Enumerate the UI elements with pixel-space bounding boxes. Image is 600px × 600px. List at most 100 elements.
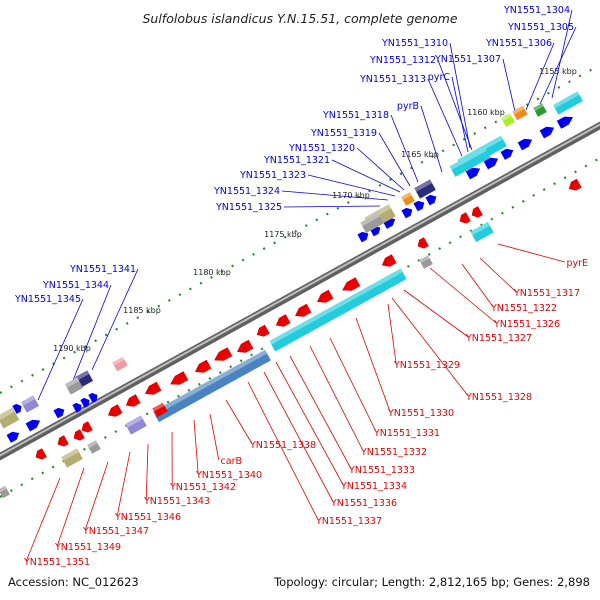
gene-label-yn1551-1349: YN1551_1349 (54, 542, 121, 553)
connector-yn1551-1319 (378, 132, 411, 187)
gene-block (112, 356, 128, 372)
gene-label-pyrc: pyrC (428, 72, 451, 83)
gene-label-yn1551-1332: YN1551_1332 (360, 447, 427, 458)
gene-block (449, 147, 491, 177)
connector-yn1551-1333 (289, 355, 352, 470)
connector-yn1551-1313 (427, 78, 463, 157)
connector-yn1551-1340 (193, 419, 199, 475)
connector-yn1551-1323 (307, 174, 396, 197)
gene-arrow (381, 254, 397, 267)
connector-yn1551-1321 (331, 159, 401, 193)
gene-label-yn1551-1333: YN1551_1333 (348, 465, 415, 476)
gene-arrow (214, 347, 233, 361)
connector-yn1551-1334 (275, 361, 344, 486)
connector-yn1551-1307 (502, 58, 517, 117)
gene-block (0, 407, 20, 429)
gene-block (152, 402, 168, 418)
gene-label-pyre: pyrE (566, 258, 588, 269)
scale-label: 1175 kbp (264, 230, 302, 239)
connector-yn1551-1328 (391, 297, 469, 397)
gene-label-yn1551-1345: YN1551_1345 (14, 294, 81, 305)
gene-label-yn1551-1323: YN1551_1323 (239, 170, 306, 181)
gene-label-yn1551-1347: YN1551_1347 (82, 526, 149, 537)
gene-label-yn1551-1351: YN1551_1351 (23, 557, 90, 568)
gene-arrow (342, 277, 361, 291)
gene-arrow (35, 448, 47, 460)
gene-block (414, 179, 436, 199)
gene-label-yn1551-1346: YN1551_1346 (114, 512, 181, 523)
gene-arrow (294, 303, 312, 317)
gene-arrow (107, 404, 123, 417)
gene-block (501, 113, 515, 127)
gene-arrow (539, 126, 555, 139)
gene-label-yn1551-1327: YN1551_1327 (465, 333, 532, 344)
connector-yn1551-1346 (116, 451, 131, 517)
gene-arrow (517, 138, 533, 151)
gene-arrow (401, 207, 413, 219)
gene-label-yn1551-1322: YN1551_1322 (490, 303, 557, 314)
connector-yn1551-1317 (479, 257, 517, 293)
connector-yn1551-1345 (37, 298, 84, 401)
connector-yn1551-1329 (387, 303, 397, 365)
connector-yn1551-1324 (281, 190, 389, 201)
connector-yn1551-1331 (329, 337, 377, 433)
gene-arrow (413, 200, 425, 212)
gene-block (360, 212, 384, 234)
gene-block (512, 105, 528, 121)
scale-label: 1170 kbp (332, 191, 370, 200)
gene-arrow (483, 157, 499, 170)
gene-arrow (357, 231, 369, 243)
connector-yn1551-1332 (309, 345, 364, 452)
gene-label-yn1551-1307: YN1551_1307 (434, 54, 501, 65)
connector-yn1551-1306 (525, 42, 555, 111)
gene-label-yn1551-1337: YN1551_1337 (315, 516, 382, 527)
scale-label: 1190 kbp (53, 344, 91, 353)
connector-yn1551-1327 (403, 289, 469, 338)
gene-label-carb: carB (221, 456, 242, 467)
connector-yn1551-1310 (449, 42, 471, 149)
gene-features (0, 91, 583, 499)
gene-block (553, 91, 583, 115)
gene-arrow (425, 194, 437, 206)
gene-label-yn1551-1310: YN1551_1310 (381, 38, 448, 49)
gene-label-yn1551-1328: YN1551_1328 (465, 392, 532, 403)
gene-label-yn1551-1312: YN1551_1312 (369, 55, 436, 66)
gene-label-yn1551-1320: YN1551_1320 (288, 143, 355, 154)
map-title: Sulfolobus islandicus Y.N.15.51, complet… (142, 11, 457, 26)
connector-yn1551-1343 (145, 443, 149, 501)
scale-label: 1185 kbp (123, 306, 161, 315)
scale-label: 1165 kbp (401, 150, 439, 159)
gene-block (153, 349, 271, 423)
connector-yn1551-1322 (461, 263, 494, 308)
connector-yn1551-1326 (429, 267, 497, 324)
connector-carb (209, 413, 220, 461)
gene-label-yn1551-1321: YN1551_1321 (263, 155, 330, 166)
gene-label-yn1551-1306: YN1551_1306 (485, 38, 552, 49)
gene-label-yn1551-1344: YN1551_1344 (42, 280, 109, 291)
connector-yn1551-1304 (551, 9, 573, 99)
gene-block (61, 448, 83, 468)
gene-block (470, 221, 494, 243)
gene-label-yn1551-1317: YN1551_1317 (513, 288, 580, 299)
connector-yn1551-1305 (539, 26, 577, 105)
gene-label-yn1551-1340: YN1551_1340 (195, 470, 262, 481)
gene-block (401, 192, 415, 206)
connector-yn1551-1337 (247, 381, 319, 521)
accession-label: Accession: NC_012623 (8, 575, 139, 589)
connector-yn1551-1320 (356, 147, 405, 191)
gene-arrow (316, 289, 334, 303)
connector-pyrb (420, 105, 443, 173)
gene-label-yn1551-1325: YN1551_1325 (215, 202, 282, 213)
gene-label-yn1551-1304: YN1551_1304 (503, 5, 570, 16)
gene-arrow (275, 314, 291, 327)
genome-backbone (0, 121, 600, 461)
gene-label-yn1551-1324: YN1551_1324 (213, 186, 280, 197)
connector-yn1551-1351 (25, 477, 61, 562)
gene-label-pyrb: pyrB (397, 101, 419, 112)
scale-label: 1180 kbp (193, 268, 231, 277)
gene-arrow (81, 421, 93, 433)
gene-arrow (465, 167, 481, 180)
gene-arrow (236, 339, 254, 353)
gene-arrow (72, 402, 82, 413)
